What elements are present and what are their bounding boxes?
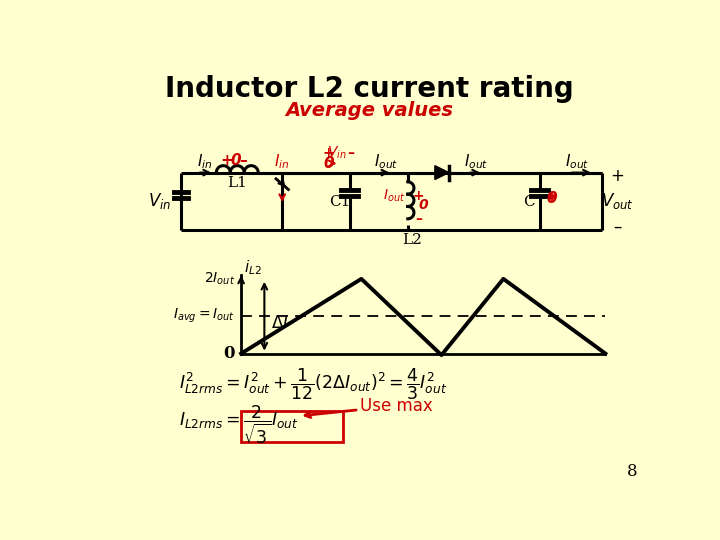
Text: +: + [413, 188, 424, 202]
Text: L2: L2 [402, 233, 422, 247]
Text: $V_{out}$: $V_{out}$ [600, 192, 634, 212]
Text: C: C [523, 195, 535, 209]
Text: –: – [613, 218, 621, 235]
Text: +: + [220, 153, 233, 168]
Text: 0: 0 [230, 153, 241, 168]
Text: 0: 0 [418, 198, 428, 212]
Text: $V_{in}$: $V_{in}$ [327, 144, 346, 161]
Text: $I_{out}$: $I_{out}$ [374, 152, 398, 171]
Text: C1: C1 [329, 195, 350, 209]
Text: Use max: Use max [360, 397, 433, 415]
Text: Average values: Average values [285, 102, 453, 120]
Text: $2I_{out}$: $2I_{out}$ [204, 271, 235, 287]
Text: +: + [323, 146, 335, 160]
Text: –: – [348, 146, 355, 160]
Text: $I_{in}$: $I_{in}$ [274, 152, 290, 171]
Text: $I_{out}$: $I_{out}$ [464, 152, 488, 171]
Text: L1: L1 [228, 177, 247, 191]
Text: $I_{in}$: $I_{in}$ [197, 152, 212, 171]
Text: $I_{L2rms}^{2} = I_{out}^{2} + \dfrac{1}{12}(2\Delta I_{out})^{2} = \dfrac{4}{3}: $I_{L2rms}^{2} = I_{out}^{2} + \dfrac{1}… [179, 367, 447, 402]
Text: $I_{L2rms} = \dfrac{2}{\sqrt{3}}I_{out}$: $I_{L2rms} = \dfrac{2}{\sqrt{3}}I_{out}$ [179, 404, 299, 447]
Text: –: – [415, 212, 422, 226]
Text: +: + [610, 167, 624, 185]
Text: 0: 0 [546, 191, 557, 206]
Text: $I_{out}$: $I_{out}$ [382, 187, 405, 204]
Text: Inductor L2 current rating: Inductor L2 current rating [165, 76, 573, 104]
Text: $\Delta I$: $\Delta I$ [271, 315, 289, 333]
Text: $I_{out}$: $I_{out}$ [564, 152, 589, 171]
Text: –: – [240, 153, 248, 168]
Text: $V_{in}$: $V_{in}$ [148, 192, 171, 212]
Text: $i_{L2}$: $i_{L2}$ [244, 259, 262, 278]
Polygon shape [435, 166, 449, 179]
Text: 8: 8 [627, 463, 638, 480]
Text: $I_{avg} = I_{out}$: $I_{avg} = I_{out}$ [174, 307, 235, 326]
Text: 0: 0 [323, 156, 334, 171]
Text: 0: 0 [223, 345, 235, 362]
